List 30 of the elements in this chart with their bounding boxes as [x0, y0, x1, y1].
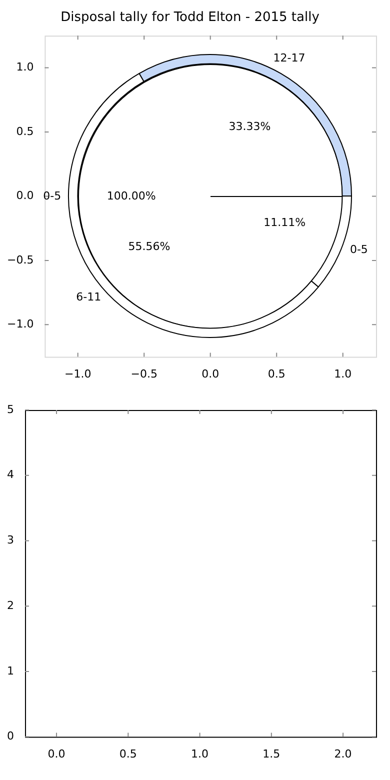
x-tick-label: 0.0	[48, 747, 66, 760]
x-tick-label: 0.0	[202, 367, 220, 380]
x-tick-label: 1.0	[191, 747, 209, 760]
data-label: 33.33%	[229, 120, 271, 134]
y-tick-label: 0.0	[16, 189, 34, 202]
slice-label: 6-11	[76, 290, 102, 304]
y-tick-label: 5	[7, 402, 14, 416]
y-tick-label: −1.0	[6, 318, 34, 331]
y-tick-label: 3	[7, 534, 14, 547]
slice-label: 0-5	[350, 243, 368, 256]
y-tick-label: 0.5	[16, 124, 34, 138]
y-tick-label: 1.0	[16, 60, 34, 74]
y-tick-label: 1	[7, 664, 14, 678]
y-tick-label: 4	[7, 468, 14, 482]
y-tick-label: 2	[7, 598, 14, 612]
x-tick-label: −0.5	[130, 367, 158, 380]
data-label: 11.11%	[264, 216, 306, 230]
x-tick-label: 1.0	[334, 367, 352, 380]
slice-label: 0-5	[42, 189, 61, 202]
chart-title: Disposal tally for Todd Elton - 2015 tally	[60, 10, 320, 26]
data-label: 55.56%	[128, 240, 171, 254]
x-tick-label: 0.5	[119, 747, 137, 760]
x-tick-label: 2.0	[334, 747, 352, 760]
slice-label: 12-17	[274, 52, 306, 65]
x-tick-label: −1.0	[64, 367, 92, 380]
data-label: 100.00%	[106, 189, 156, 202]
x-tick-label: 1.5	[262, 747, 280, 760]
y-tick-label: −0.5	[6, 253, 34, 266]
x-tick-label: 0.5	[268, 367, 286, 380]
y-tick-label: 0	[7, 730, 14, 743]
